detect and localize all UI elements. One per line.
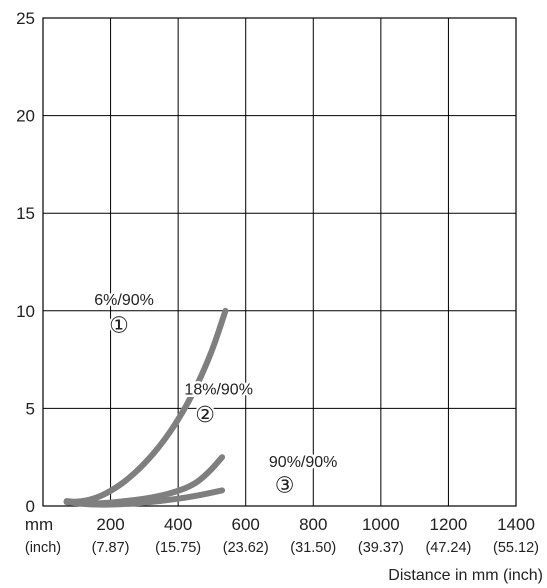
x-tick-label: 1200 — [430, 515, 468, 534]
x-tick-label: 1000 — [362, 515, 400, 534]
y-tick-label: 20 — [16, 107, 35, 126]
series-line-3 — [63, 487, 226, 508]
x-axis-title: Distance in mm (inch) — [388, 567, 543, 584]
x-tick-sublabel: (39.37) — [358, 540, 404, 556]
x-tick-sublabel: (55.12) — [493, 540, 539, 556]
series-group — [63, 307, 229, 508]
series-number-marker: ① — [109, 313, 129, 338]
x-tick-sublabel: (7.87) — [92, 540, 130, 556]
x-axis-ticks: 200 (7.87) 400 (15.75) 600 (23.62) 800 (31.50) 1… — [92, 515, 539, 556]
annotations: 6%/90% ① 18%/90% ② 90%/90% ③ — [92, 289, 340, 500]
x-tick-sublabel: (31.50) — [290, 540, 336, 556]
plot-frame — [42, 17, 517, 507]
x-tick-sublabel: (15.75) — [155, 540, 201, 556]
series-name-label: 90%/90% — [269, 454, 338, 471]
x-tick-label: 1400 — [497, 515, 535, 534]
x-sub-unit-label: (inch) — [25, 540, 61, 556]
x-tick-label: 600 — [232, 515, 260, 534]
x-unit-label: mm — [25, 515, 53, 534]
grid — [43, 18, 516, 506]
y-axis-ticks: 0 5 10 15 20 25 — [16, 9, 35, 516]
series-number-marker: ② — [195, 403, 215, 428]
series-number-marker: ③ — [275, 473, 295, 498]
x-tick-label: 400 — [164, 515, 192, 534]
series-name-label: 6%/90% — [94, 292, 154, 309]
x-tick-label: 800 — [299, 515, 327, 534]
plot-border — [42, 17, 517, 507]
x-tick-label: 200 — [96, 515, 124, 534]
y-tick-label: 25 — [16, 9, 35, 28]
x-tick-sublabel: (47.24) — [425, 540, 471, 556]
y-tick-label: 5 — [26, 399, 35, 418]
y-tick-label: 15 — [16, 204, 35, 223]
y-tick-label: 10 — [16, 302, 35, 321]
x-tick-sublabel: (23.62) — [223, 540, 269, 556]
series-name-label: 18%/90% — [184, 382, 253, 399]
y-tick-label: 0 — [26, 497, 35, 516]
